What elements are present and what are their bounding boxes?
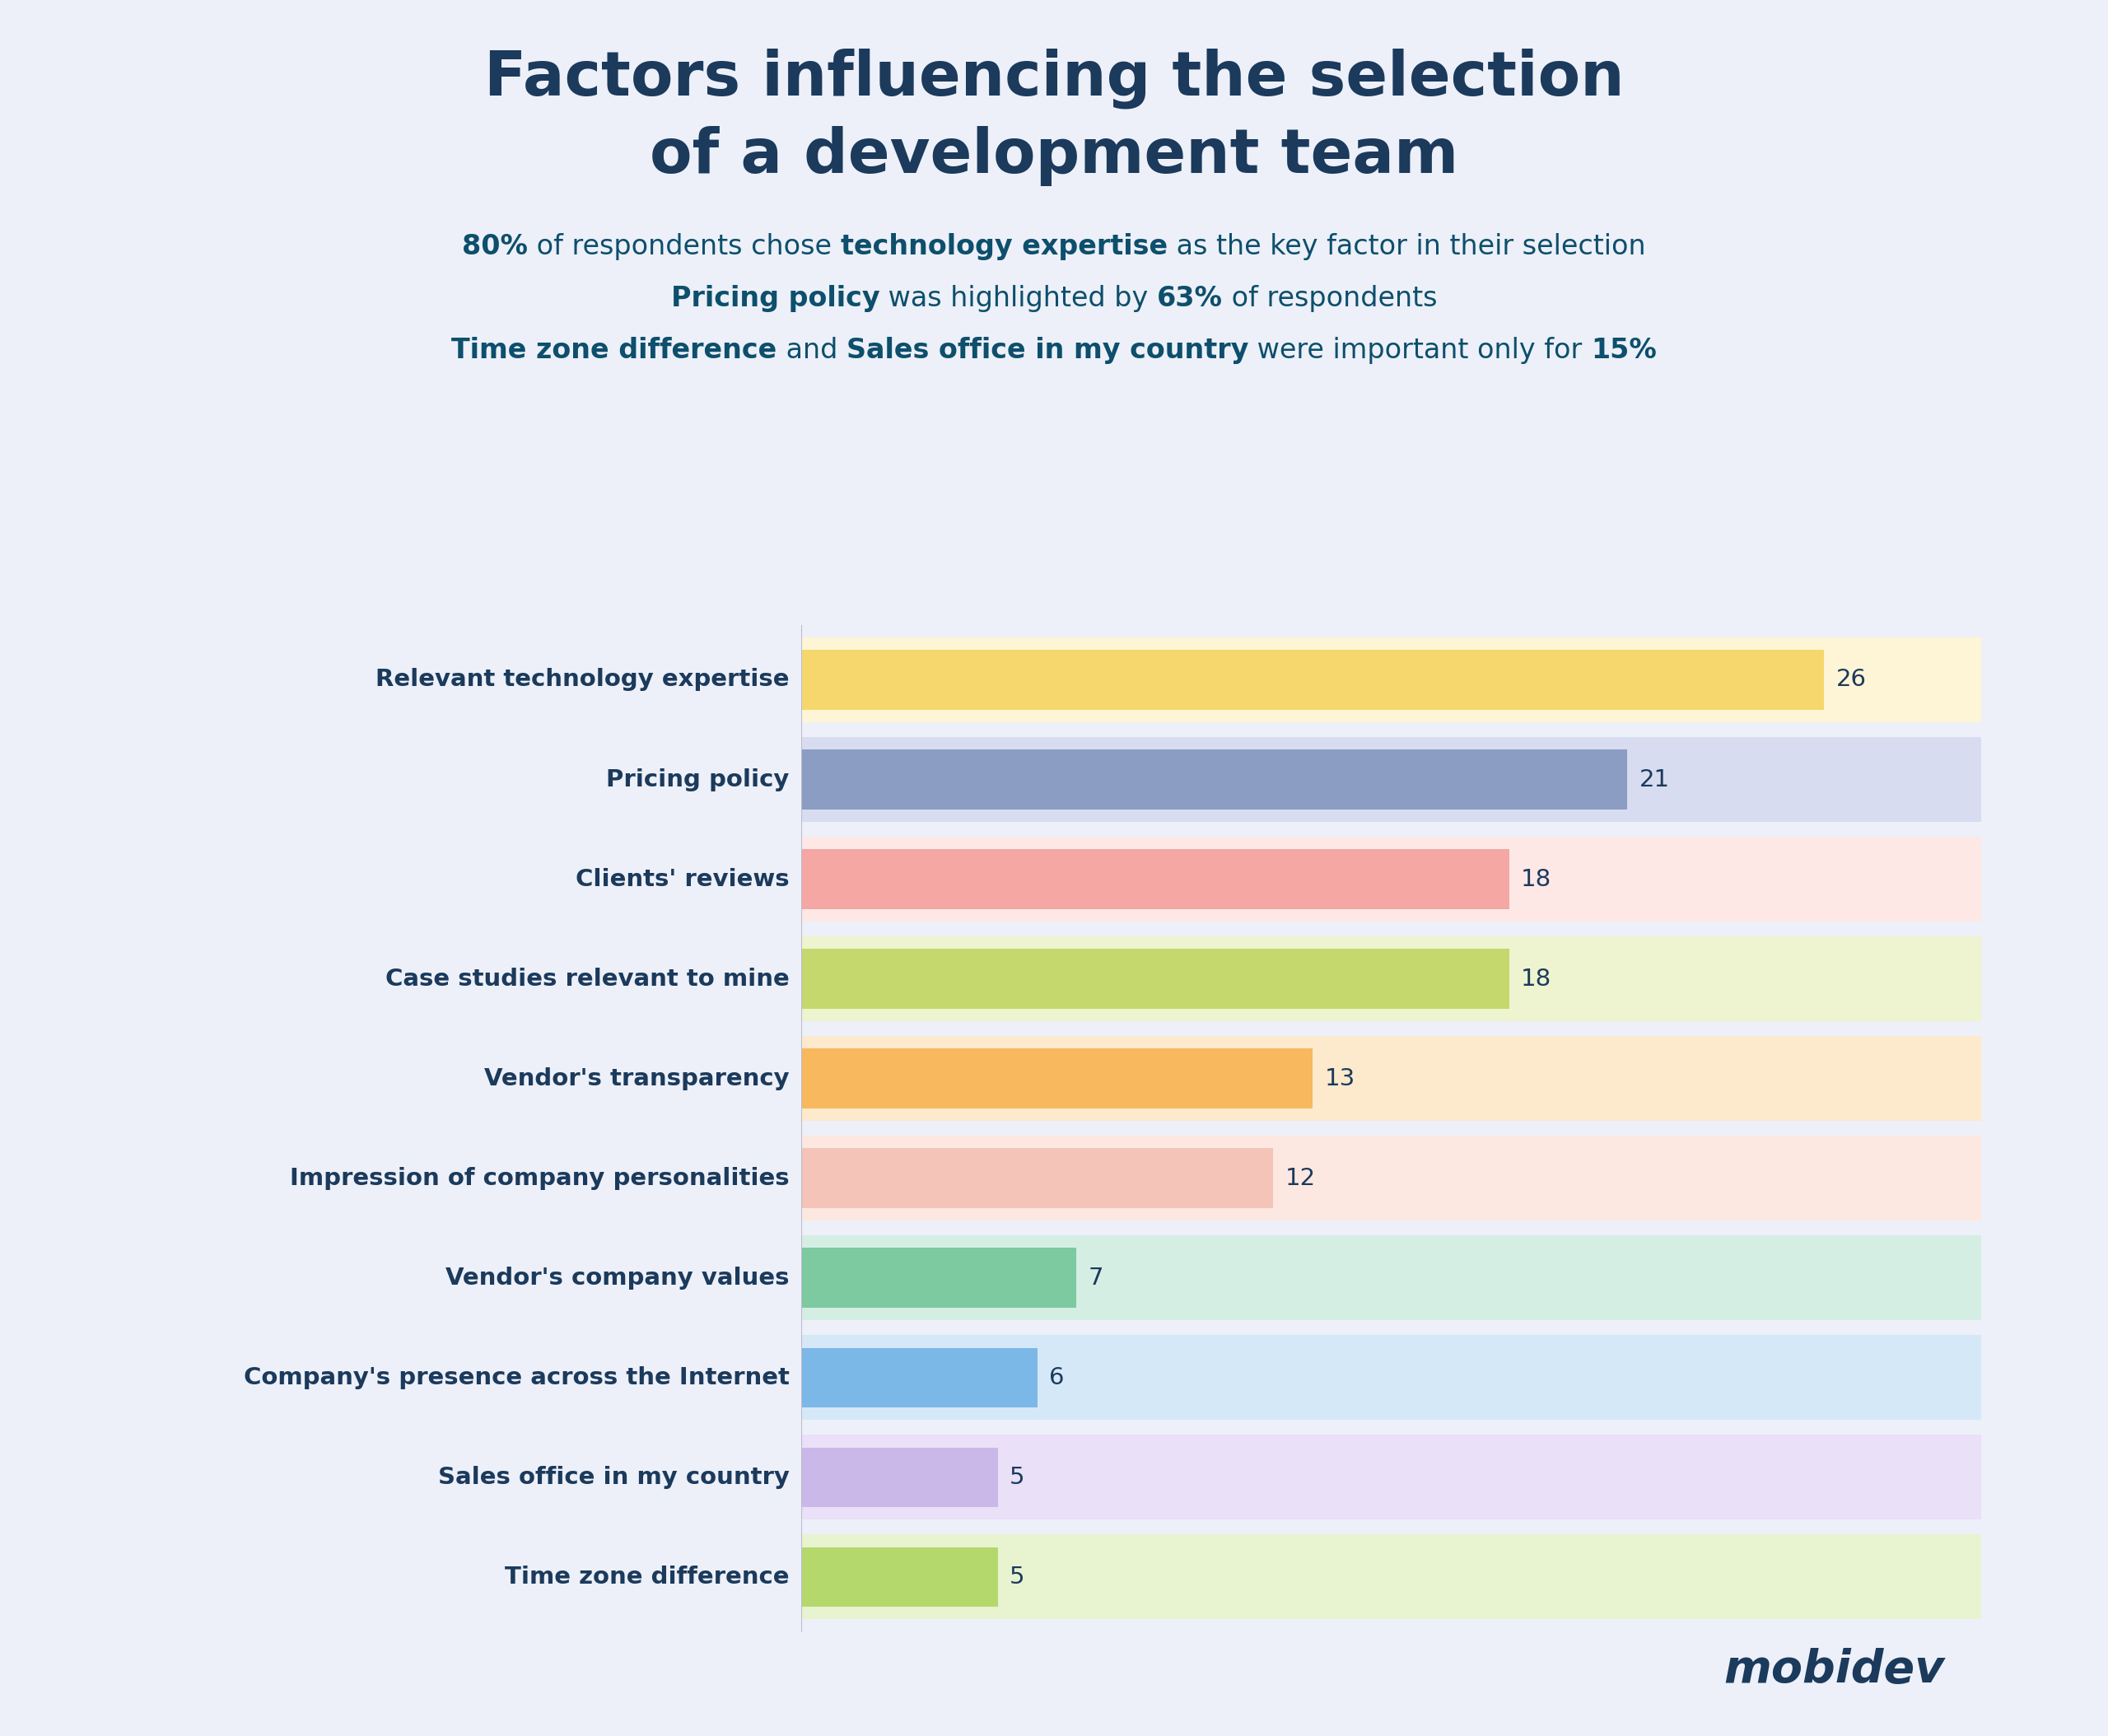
Text: Sales office in my country: Sales office in my country <box>438 1465 788 1489</box>
Text: 5: 5 <box>1010 1566 1024 1588</box>
Text: of respondents: of respondents <box>1223 285 1438 312</box>
Text: 80%: 80% <box>462 233 527 260</box>
Text: Pricing policy: Pricing policy <box>670 285 879 312</box>
Text: Factors influencing the selection: Factors influencing the selection <box>485 49 1623 108</box>
Text: mobidev: mobidev <box>1724 1647 1944 1693</box>
Text: 26: 26 <box>1836 668 1866 691</box>
Bar <box>801 1448 997 1507</box>
Text: Time zone difference: Time zone difference <box>504 1566 788 1588</box>
Text: Clients' reviews: Clients' reviews <box>575 868 788 891</box>
Bar <box>801 750 1627 809</box>
Text: Case studies relevant to mine: Case studies relevant to mine <box>386 967 788 991</box>
Text: Relevant technology expertise: Relevant technology expertise <box>375 668 788 691</box>
Bar <box>801 1135 1982 1220</box>
Bar <box>801 738 1982 821</box>
Bar <box>801 1147 1273 1208</box>
Text: 7: 7 <box>1088 1266 1102 1290</box>
Text: 6: 6 <box>1050 1366 1065 1389</box>
Text: Impression of company personalities: Impression of company personalities <box>289 1167 788 1189</box>
Text: 18: 18 <box>1522 868 1551 891</box>
Text: Vendor's company values: Vendor's company values <box>445 1266 788 1290</box>
Text: of respondents chose: of respondents chose <box>527 233 841 260</box>
Text: 12: 12 <box>1286 1167 1315 1189</box>
Text: technology expertise: technology expertise <box>841 233 1168 260</box>
Text: Time zone difference: Time zone difference <box>451 337 778 365</box>
Text: were important only for: were important only for <box>1248 337 1592 365</box>
Text: 5: 5 <box>1010 1465 1024 1489</box>
Bar <box>801 1236 1982 1321</box>
Text: Sales office in my country: Sales office in my country <box>845 337 1248 365</box>
Text: 13: 13 <box>1324 1068 1355 1090</box>
Text: 18: 18 <box>1522 967 1551 991</box>
Bar <box>801 936 1982 1021</box>
Text: Vendor's transparency: Vendor's transparency <box>485 1068 788 1090</box>
Text: 15%: 15% <box>1592 337 1657 365</box>
Text: of a development team: of a development team <box>649 127 1459 186</box>
Text: and: and <box>778 337 845 365</box>
Text: 63%: 63% <box>1157 285 1223 312</box>
Bar <box>801 849 1509 910</box>
Text: Pricing policy: Pricing policy <box>607 767 788 792</box>
Bar <box>801 1036 1982 1121</box>
Bar <box>801 1547 997 1608</box>
Bar <box>801 837 1982 922</box>
Bar <box>801 1049 1313 1109</box>
Text: 21: 21 <box>1640 767 1670 792</box>
Text: Company's presence across the Internet: Company's presence across the Internet <box>242 1366 788 1389</box>
Bar <box>801 1535 1982 1620</box>
Bar <box>801 1248 1077 1307</box>
Bar <box>801 1347 1037 1408</box>
Bar <box>801 950 1509 1009</box>
Bar <box>801 649 1823 710</box>
Bar <box>801 637 1982 722</box>
Bar <box>801 1335 1982 1420</box>
Bar <box>801 1436 1982 1519</box>
Text: was highlighted by: was highlighted by <box>879 285 1157 312</box>
Text: as the key factor in their selection: as the key factor in their selection <box>1168 233 1646 260</box>
